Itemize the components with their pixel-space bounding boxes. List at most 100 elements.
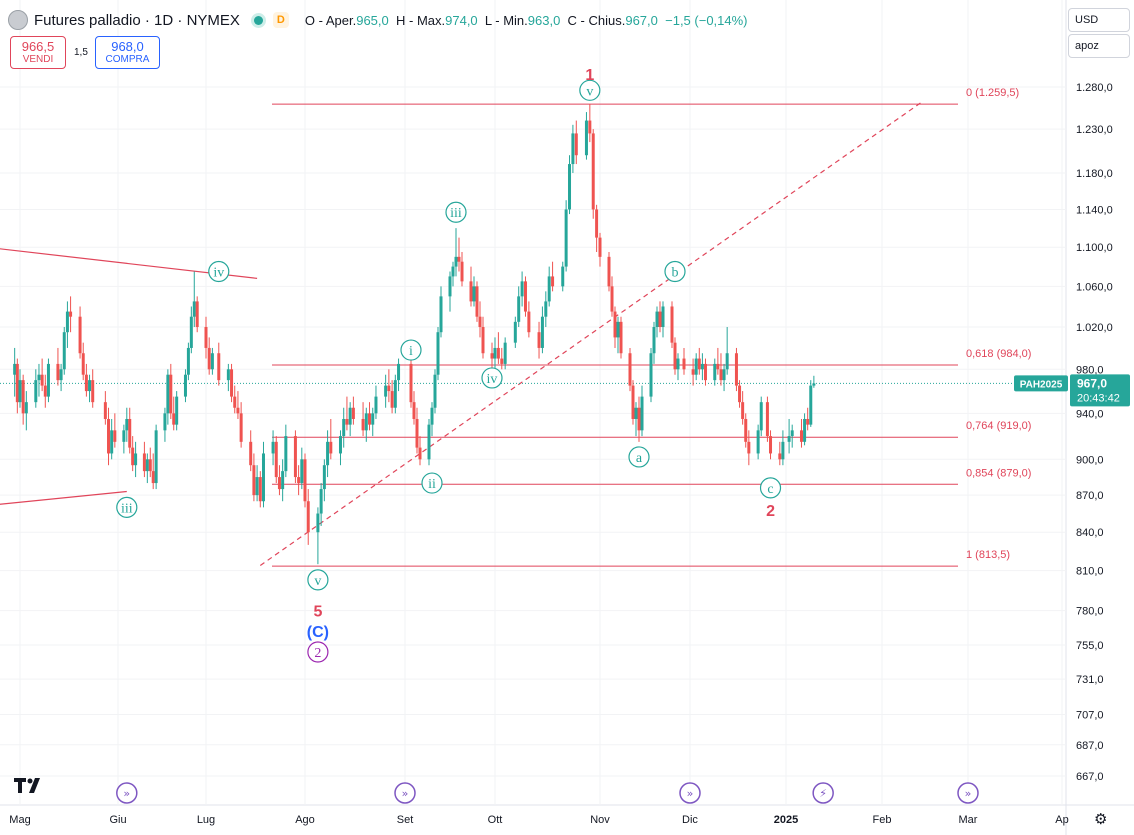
candle-body-99 (454, 256, 458, 267)
wave-circle-5[interactable] (307, 641, 329, 663)
wave-label-4[interactable]: (C) (307, 624, 329, 641)
sell-button[interactable]: 966,5 VENDI (10, 36, 66, 69)
candle-body-34 (163, 413, 167, 431)
wave-label-0: iii (121, 501, 133, 516)
candle-body-131 (598, 237, 602, 257)
candle-body-161 (734, 353, 738, 386)
low-value: 963,0 (527, 12, 561, 28)
wave-label-13: b (672, 265, 679, 280)
candle-body-67 (306, 501, 310, 533)
wave-label-11[interactable]: 1 (585, 67, 594, 84)
candle-body-66 (303, 459, 307, 502)
unit-select[interactable]: apoz (1068, 34, 1130, 58)
wave-circle-12[interactable] (628, 446, 650, 468)
candle-body-9 (46, 363, 50, 397)
candle-body-75 (345, 418, 349, 425)
candle-body-159 (722, 369, 726, 381)
fib-level-label-4: 1 (813,5) (966, 549, 1010, 561)
economic-event-icon[interactable] (957, 782, 979, 804)
candle-body-112 (513, 321, 517, 343)
wave-circle-1[interactable] (208, 260, 230, 283)
y-tick-label-15: 731,0 (1076, 674, 1104, 686)
wave-label-8: iii (450, 206, 462, 221)
flash-event-icon[interactable] (812, 782, 834, 804)
wave-label-5: 2 (314, 646, 321, 661)
candle-body-8 (43, 385, 47, 397)
tradingview-logo-icon[interactable] (13, 775, 45, 795)
currency-select[interactable]: USD (1068, 8, 1130, 32)
change-value: −1,5 (−0,14%) (665, 12, 748, 28)
trendline-2[interactable] (259, 101, 923, 566)
candle-body-27 (131, 447, 135, 466)
candle-body-33 (154, 430, 158, 484)
economic-event-icon[interactable] (679, 782, 701, 804)
economic-event-icon[interactable] (394, 782, 416, 804)
sell-label: VENDI (22, 53, 54, 65)
candle-body-141 (640, 396, 644, 431)
fib-level-label-1: 0,618 (984,0) (966, 348, 1031, 360)
wave-circle-8[interactable] (445, 201, 467, 223)
candle-body-134 (613, 311, 617, 338)
candle-body-28 (134, 453, 138, 466)
wave-label-15[interactable]: 2 (766, 503, 775, 520)
candle-body-21 (107, 418, 111, 454)
y-tick-label-13: 780,0 (1076, 606, 1104, 618)
wave-label-12: a (636, 451, 643, 466)
wave-circle-6[interactable] (400, 339, 422, 361)
fib-level-label-0: 0 (1.259,5) (966, 87, 1019, 99)
buy-button[interactable]: 968,0 COMPRA (95, 36, 160, 69)
candle-body-140 (637, 407, 641, 431)
candle-body-107 (490, 353, 494, 359)
candle-body-31 (148, 459, 152, 472)
wave-label-2: v (314, 574, 321, 589)
candle-body-74 (342, 418, 346, 437)
wave-label-6: i (409, 344, 413, 359)
symbol-title[interactable]: Futures palladio · 1D · NYMEX (34, 11, 240, 29)
candle-body-77 (351, 407, 355, 419)
candle-body-47 (217, 353, 221, 381)
candle-body-54 (252, 465, 256, 496)
wave-circle-14[interactable] (759, 477, 782, 499)
candle-body-105 (478, 316, 482, 328)
candle-body-49 (230, 369, 234, 397)
candle-body-32 (151, 471, 155, 484)
delayed-data-badge[interactable]: D (272, 12, 289, 28)
candle-body-133 (610, 286, 614, 312)
close-label: C - Chius. (567, 12, 626, 28)
wave-label-3[interactable]: 5 (313, 604, 322, 621)
candle-body-48 (226, 369, 230, 381)
x-tick-label-10: Mar (959, 814, 978, 826)
candle-body-63 (293, 436, 297, 478)
candle-body-70 (322, 465, 326, 490)
wave-circle-9[interactable] (481, 367, 503, 389)
candle-body-71 (326, 441, 330, 466)
wave-circle-13[interactable] (664, 260, 686, 283)
candle-body-128 (588, 120, 592, 134)
wave-circle-10[interactable] (579, 79, 601, 101)
x-tick-label-6: Nov (590, 814, 610, 826)
candle-body-81 (371, 413, 375, 425)
last-price-value: 967,0 (1077, 376, 1107, 390)
wave-circle-7[interactable] (421, 472, 443, 494)
candle-body-42 (192, 301, 196, 317)
settings-gear-icon[interactable]: ⚙ (1094, 811, 1108, 828)
wave-circle-0[interactable] (116, 496, 138, 518)
candle-body-116 (527, 311, 531, 333)
y-tick-label-10: 870,0 (1076, 490, 1104, 502)
candle-body-84 (387, 385, 391, 392)
candle-body-142 (649, 353, 653, 397)
candle-body-61 (281, 471, 285, 490)
candle-body-132 (607, 256, 611, 287)
candle-body-98 (451, 266, 455, 277)
wave-circle-2[interactable] (307, 569, 329, 591)
wave-label-10: v (586, 84, 593, 99)
y-tick-label-5: 1.060,0 (1076, 281, 1113, 293)
candle-body-146 (661, 306, 665, 328)
candle-body-165 (747, 441, 751, 454)
x-tick-label-8: 2025 (774, 814, 798, 826)
economic-event-icon[interactable] (116, 782, 138, 804)
x-tick-label-3: Ago (295, 814, 315, 826)
candle-body-94 (433, 374, 437, 408)
trendline-1[interactable] (0, 490, 127, 508)
